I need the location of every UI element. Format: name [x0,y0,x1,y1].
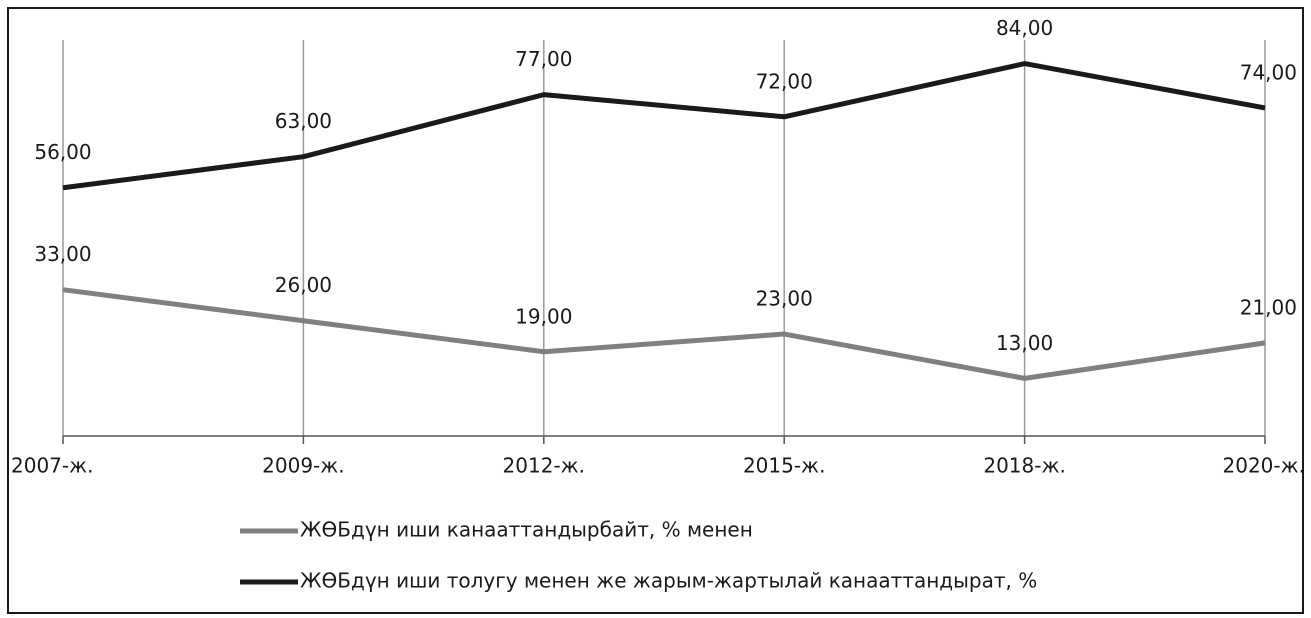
series-line [62,287,1266,381]
x-tick-label: 2020-ж. [1223,454,1306,478]
data-label: 77,00 [515,47,572,71]
data-label: 74,00 [1240,60,1297,84]
data-label: 19,00 [515,304,572,328]
data-label: 33,00 [34,242,91,266]
data-label: 23,00 [756,287,813,311]
data-label: 56,00 [34,140,91,164]
series-line [62,61,1266,191]
x-tick-label: 2009-ж. [262,454,345,478]
data-label: 72,00 [756,69,813,93]
data-label: 13,00 [996,331,1053,355]
data-label: 84,00 [996,16,1053,40]
legend-label: ЖӨБдүн иши канааттандырбайт, % менен [300,518,753,542]
x-tick-label: 2015-ж. [743,454,826,478]
data-label: 63,00 [275,109,332,133]
x-tick-label: 2018-ж. [983,454,1066,478]
data-label: 26,00 [275,273,332,297]
data-label: 21,00 [1240,295,1297,319]
x-tick-label: 2007-ж. [11,454,94,478]
legend-label: ЖӨБдүн иши толугу менен же жарым-жартыла… [300,569,1037,593]
x-tick-label: 2012-ж. [503,454,586,478]
